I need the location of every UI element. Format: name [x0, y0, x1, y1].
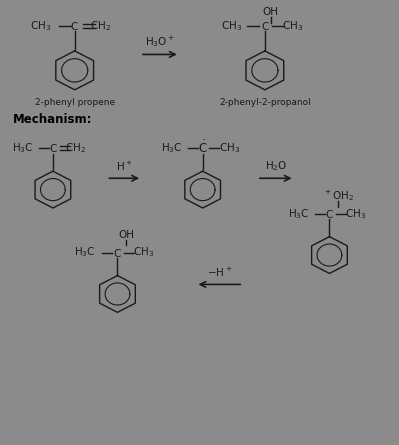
Text: $\mathregular{H_2O}$: $\mathregular{H_2O}$ — [265, 159, 287, 173]
Text: $\mathregular{C}$: $\mathregular{C}$ — [325, 208, 334, 220]
Text: $\mathregular{CH_3}$: $\mathregular{CH_3}$ — [219, 142, 240, 155]
Text: $\mathregular{CH_3}$: $\mathregular{CH_3}$ — [346, 207, 367, 221]
Text: $\mathregular{CH_3}$: $\mathregular{CH_3}$ — [221, 19, 242, 33]
Text: $\mathregular{C}$: $\mathregular{C}$ — [70, 20, 79, 32]
Text: 2-phenyl-2-propanol: 2-phenyl-2-propanol — [219, 98, 311, 107]
Text: OH: OH — [263, 7, 279, 17]
Text: $\mathregular{CH_3}$: $\mathregular{CH_3}$ — [282, 19, 303, 33]
Text: $\mathregular{C}$: $\mathregular{C}$ — [49, 142, 57, 154]
Text: $\mathregular{\dot{C}}$: $\mathregular{\dot{C}}$ — [198, 140, 207, 157]
Text: $\mathregular{^+OH_2}$: $\mathregular{^+OH_2}$ — [322, 189, 354, 203]
Text: Mechanism:: Mechanism: — [13, 113, 93, 126]
Text: $\mathregular{CH_3}$: $\mathregular{CH_3}$ — [133, 246, 155, 259]
Text: $\mathregular{H_3O^+}$: $\mathregular{H_3O^+}$ — [145, 34, 175, 49]
Text: $\mathregular{H_3C}$: $\mathregular{H_3C}$ — [74, 246, 95, 259]
Text: OH: OH — [118, 230, 134, 240]
Text: $\mathregular{CH_2}$: $\mathregular{CH_2}$ — [90, 19, 111, 33]
Text: $\mathregular{C}$: $\mathregular{C}$ — [261, 20, 269, 32]
Text: $\mathregular{CH_3}$: $\mathregular{CH_3}$ — [30, 19, 51, 33]
Text: $\mathregular{H_3C}$: $\mathregular{H_3C}$ — [12, 142, 34, 155]
Text: $\mathregular{H_3C}$: $\mathregular{H_3C}$ — [288, 207, 309, 221]
Text: $\mathregular{CH_2}$: $\mathregular{CH_2}$ — [65, 142, 86, 155]
Text: $\mathregular{H^+}$: $\mathregular{H^+}$ — [116, 160, 132, 173]
Text: 2-phenyl propene: 2-phenyl propene — [35, 98, 115, 107]
Text: $\mathregular{-H^+}$: $\mathregular{-H^+}$ — [207, 266, 232, 279]
Text: $\mathregular{H_3C}$: $\mathregular{H_3C}$ — [161, 142, 183, 155]
Text: $\mathregular{C}$: $\mathregular{C}$ — [113, 247, 122, 259]
